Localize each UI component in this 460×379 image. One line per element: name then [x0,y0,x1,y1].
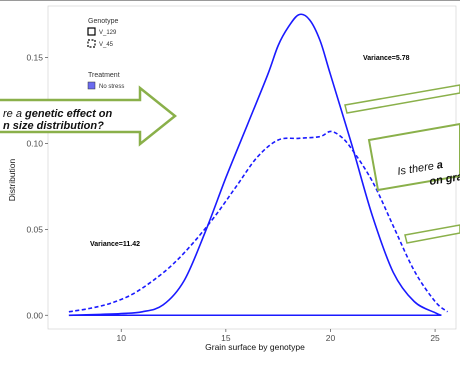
legend-label-v45: V_45 [99,42,114,48]
callout-right: Is there a on gra [344,84,460,244]
legend-key-v129 [87,27,96,36]
callout-left-line1: re a genetic effect on [3,108,113,120]
legend-key-v45 [87,39,96,48]
x-tick-label: 25 [430,333,440,343]
legend-genotype-title: Genotype [88,18,118,25]
y-tick-label: 0.00 [26,310,43,320]
callout-right-bar-bottom [404,224,460,244]
callout-left-line2: n size distribution? [3,120,104,132]
callout-left-arrow: re a genetic effect on n size distributi… [0,85,178,147]
x-tick-label: 20 [326,333,336,343]
variance-label-v45: Variance=11.42 [90,241,140,248]
legend-label-no-stress: No stress [99,84,124,90]
variance-label-v129: Variance=5.78 [363,55,410,62]
series-line-v-45 [68,130,449,313]
x-tick-label: 15 [221,333,231,343]
series-group [68,13,449,317]
x-tick-label: 10 [116,333,126,343]
callout-right-box [367,122,460,192]
y-tick-label: 0.10 [26,138,43,148]
legend-treatment-title: Treatment [88,72,120,79]
legend: Genotype V_129 V_45 Treatment No stress [87,18,124,90]
callout-left-line1-bold: genetic effect on [24,108,112,120]
y-tick-label: 0.15 [26,53,43,63]
callout-left-line1-pre: re a [3,108,25,120]
x-axis-ticks: 10 15 20 25 [116,329,440,343]
callout-right-line2: on gra [429,171,460,188]
legend-key-no-stress [87,81,96,90]
y-tick-label: 0.05 [26,224,43,234]
y-axis-ticks: 0.00 0.05 0.10 0.15 [26,53,48,320]
callout-right-line1-cut: a [436,159,444,172]
y-axis-title: Distribution [7,158,17,201]
x-axis-title: Grain surface by genotype [205,342,305,352]
legend-label-v129: V_129 [99,30,117,36]
series-line-v-129 [68,13,442,317]
callout-right-bar-top [344,84,460,114]
callout-left-arrow-shape [0,85,178,147]
